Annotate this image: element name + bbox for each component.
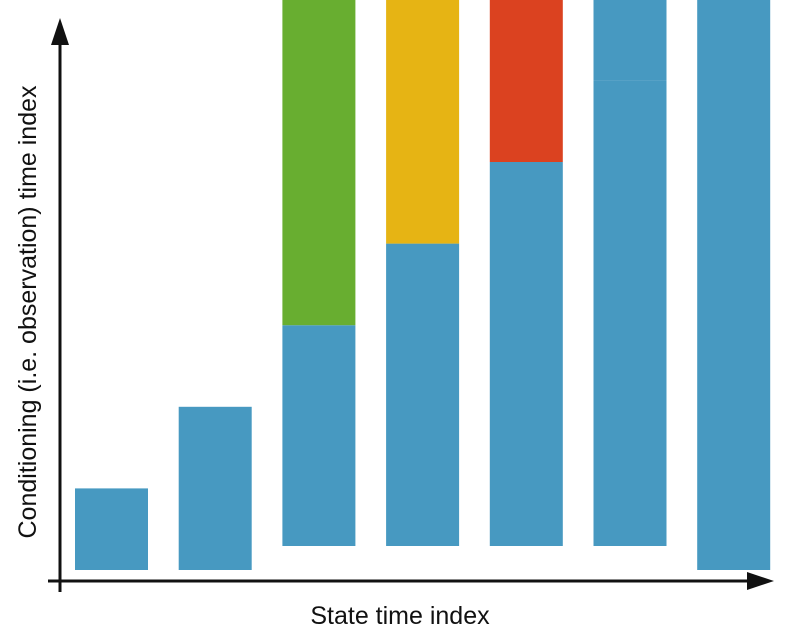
x-axis-label: State time index [310,602,490,630]
bar-col5-seg1 [489,162,563,546]
bar-col6-seg1 [593,80,667,547]
bars [75,0,771,571]
bar-col3-seg1 [282,325,356,546]
bar-col2-seg1 [178,406,252,570]
bar-col7-seg1 [697,0,771,571]
y-axis-label: Conditioning (i.e. observation) time ind… [14,85,42,539]
bar-col4-seg1 [386,243,460,546]
bar-col5-seg2 [489,0,563,162]
bar-col6-seg2 [593,0,667,81]
y-axis-arrow-icon [51,18,69,45]
bar-col3-seg2 [282,0,356,326]
bar-col4-seg2 [386,0,460,244]
x-axis-arrow-icon [747,572,774,590]
bar-col1-seg1 [75,488,148,570]
